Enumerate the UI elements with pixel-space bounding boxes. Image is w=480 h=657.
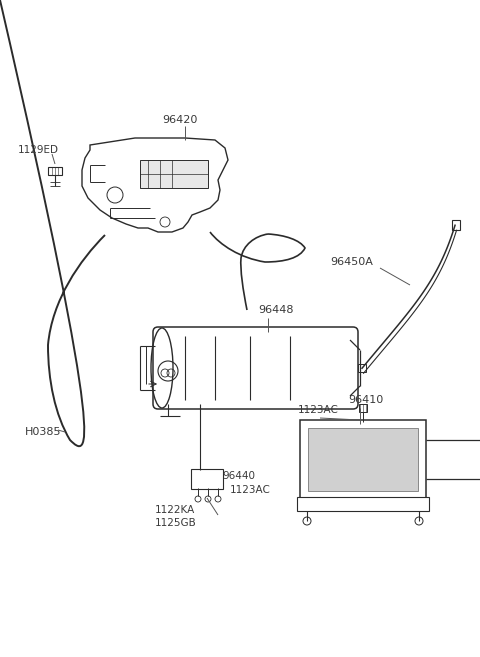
- Text: 96448: 96448: [258, 305, 293, 315]
- FancyBboxPatch shape: [140, 160, 208, 188]
- Text: 1122KA: 1122KA: [155, 505, 195, 515]
- Text: 96420: 96420: [162, 115, 197, 125]
- Bar: [48, 167, 62, 175]
- FancyBboxPatch shape: [300, 420, 426, 499]
- Text: 1129ED: 1129ED: [18, 145, 59, 155]
- Text: 96410: 96410: [348, 395, 383, 405]
- Text: 1125GB: 1125GB: [155, 518, 197, 528]
- Bar: [358, 364, 366, 372]
- FancyBboxPatch shape: [153, 327, 358, 409]
- Bar: [359, 404, 367, 412]
- Text: 96440: 96440: [222, 471, 255, 481]
- Bar: [452, 220, 460, 230]
- Text: 1123AC: 1123AC: [230, 485, 271, 495]
- FancyBboxPatch shape: [297, 497, 429, 511]
- Text: H0385: H0385: [25, 427, 61, 437]
- Text: 1123AC: 1123AC: [298, 405, 339, 415]
- FancyBboxPatch shape: [191, 469, 223, 489]
- Text: 96450A: 96450A: [330, 257, 373, 267]
- FancyBboxPatch shape: [308, 428, 418, 491]
